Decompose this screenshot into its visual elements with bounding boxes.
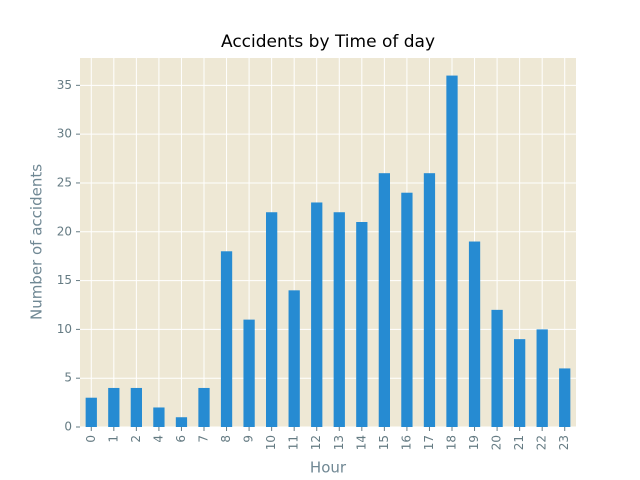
x-tick-label: 6 xyxy=(174,435,188,443)
x-tick-label: 11 xyxy=(287,435,301,450)
x-tick-label: 10 xyxy=(264,435,278,450)
x-tick-label: 2 xyxy=(129,435,143,443)
x-tick-label: 16 xyxy=(399,435,413,450)
x-tick-label: 18 xyxy=(445,435,459,450)
bar xyxy=(220,251,233,427)
bar xyxy=(311,202,323,427)
chart-title: Accidents by Time of day xyxy=(221,32,435,52)
bar xyxy=(333,212,345,427)
x-tick-label: 14 xyxy=(354,435,368,450)
y-tick-label: 35 xyxy=(57,78,72,92)
x-tick-label: 1 xyxy=(106,435,120,443)
y-tick-label: 25 xyxy=(57,175,72,189)
bar xyxy=(175,417,188,427)
x-tick-label: 20 xyxy=(490,435,504,450)
bar xyxy=(423,173,436,427)
bar xyxy=(536,329,548,427)
x-tick-label: 7 xyxy=(197,435,211,443)
bar xyxy=(130,387,142,427)
bar xyxy=(491,309,503,427)
bar xyxy=(378,173,390,427)
bar xyxy=(108,387,120,427)
bar xyxy=(514,339,526,427)
bar xyxy=(266,212,278,427)
y-tick-label: 20 xyxy=(57,224,72,238)
bar xyxy=(401,192,413,427)
bar xyxy=(356,222,368,427)
x-tick-label: 22 xyxy=(535,435,549,450)
x-axis-label: Hour xyxy=(310,459,347,477)
y-tick-label: 0 xyxy=(64,420,72,434)
x-tick-label: 4 xyxy=(151,435,165,443)
y-tick-label: 15 xyxy=(57,273,72,287)
x-tick-label: 0 xyxy=(84,435,98,443)
bar xyxy=(559,368,571,427)
y-tick-label: 10 xyxy=(57,322,72,336)
bar xyxy=(446,75,458,428)
y-axis-label: Number of accidents xyxy=(28,164,46,320)
x-tick-label: 15 xyxy=(377,435,391,450)
x-tick-label: 17 xyxy=(422,435,436,450)
x-tick-label: 12 xyxy=(309,435,323,450)
y-tick-label: 30 xyxy=(57,127,72,141)
bar xyxy=(468,241,481,427)
bar xyxy=(153,407,165,427)
x-tick-label: 23 xyxy=(557,435,571,450)
bar xyxy=(198,387,210,427)
x-tick-label: 8 xyxy=(219,435,233,443)
x-tick-label: 9 xyxy=(242,435,256,443)
x-tick-label: 13 xyxy=(332,435,346,450)
bar xyxy=(85,397,97,427)
x-tick-label: 19 xyxy=(467,435,481,450)
bar xyxy=(288,290,300,427)
bar xyxy=(243,319,255,427)
x-tick-label: 21 xyxy=(512,435,526,450)
y-tick-label: 5 xyxy=(64,371,72,385)
